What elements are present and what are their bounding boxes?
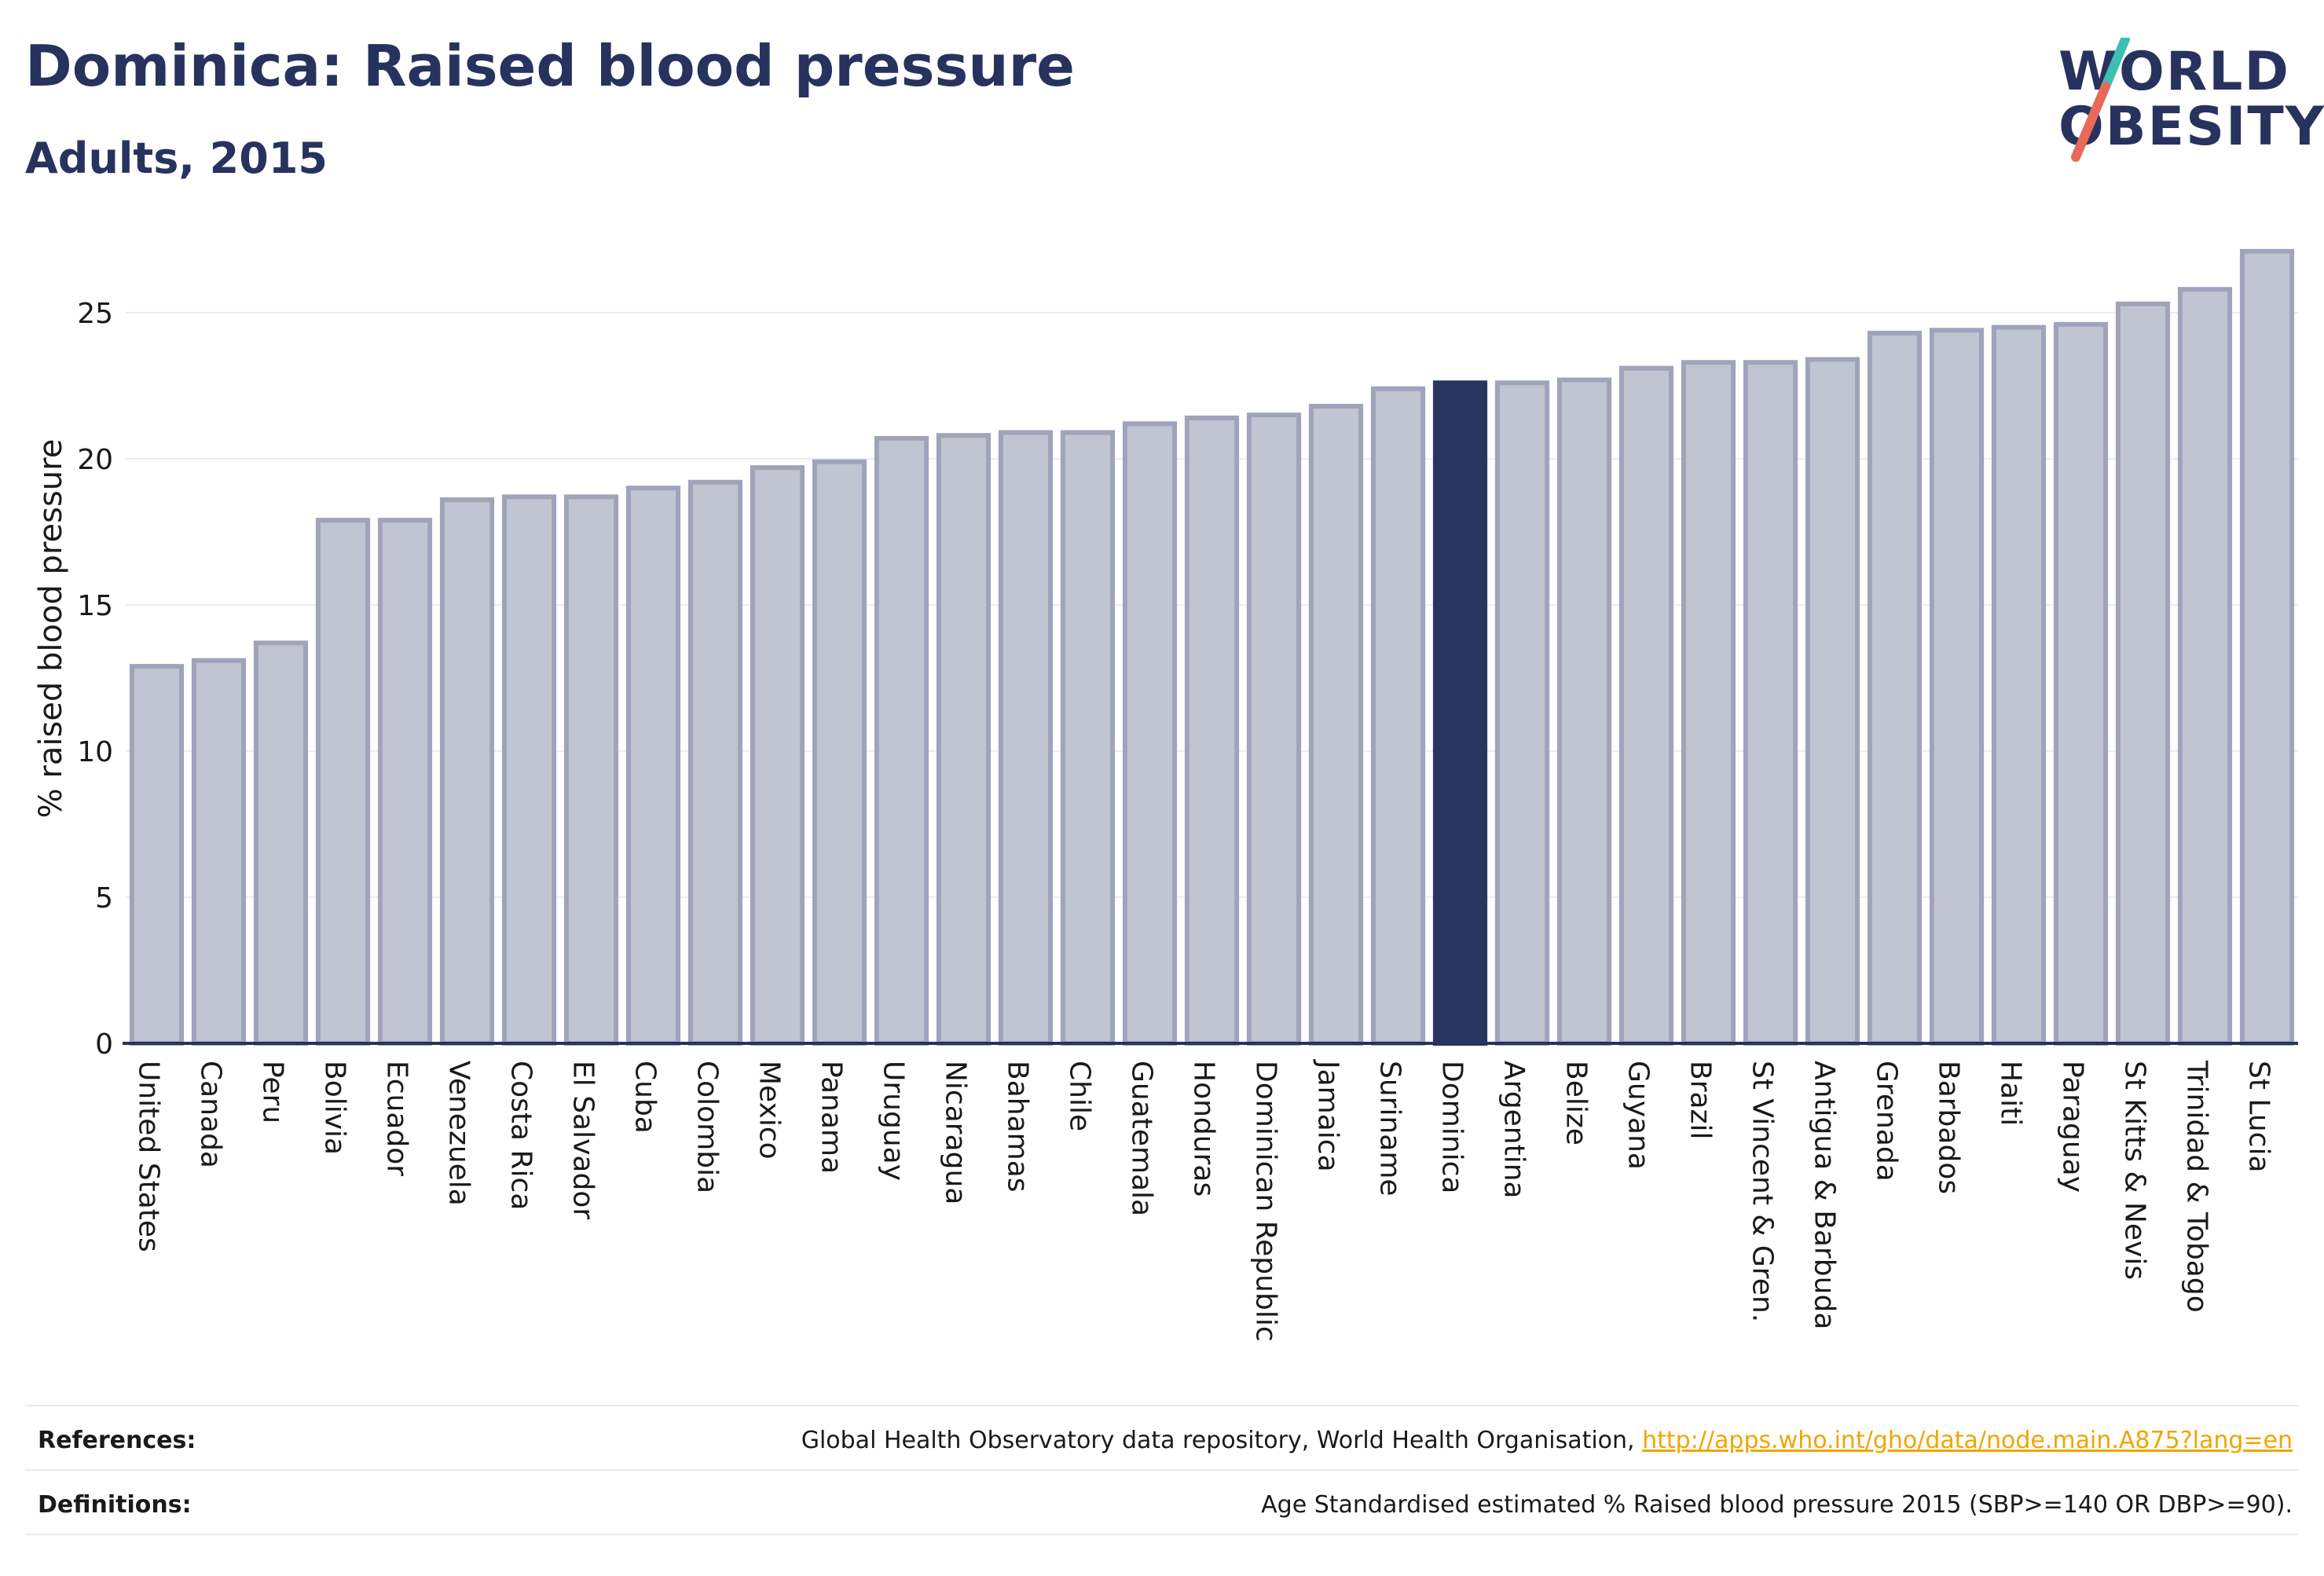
- y-axis-label: % raised blood pressure: [33, 439, 69, 819]
- x-tick-label: Argentina: [1498, 1061, 1530, 1199]
- references-label: References:: [38, 1427, 196, 1454]
- bar-grenada: [1867, 331, 1923, 1046]
- x-tick-label: Bolivia: [319, 1061, 351, 1155]
- x-tick-label: Nicaragua: [940, 1061, 972, 1204]
- x-tick-label: Suriname: [1374, 1061, 1406, 1197]
- x-tick-label: Antigua & Barbuda: [1809, 1061, 1841, 1329]
- y-tick-label: 15: [77, 590, 113, 622]
- x-tick-label: St Vincent & Gren.: [1747, 1061, 1779, 1322]
- x-tick-label: Costa Rica: [505, 1061, 537, 1210]
- x-tick-label: Panama: [816, 1061, 848, 1174]
- bar-united-states: [129, 664, 185, 1046]
- x-tick-label: Dominica: [1436, 1061, 1468, 1194]
- bar-venezuela: [439, 497, 495, 1046]
- y-tick-label: 5: [95, 882, 113, 914]
- references-link[interactable]: http://apps.who.int/gho/data/node.main.A…: [1642, 1427, 2293, 1454]
- bar-brazil: [1681, 360, 1736, 1046]
- x-tick-label: Haiti: [1995, 1061, 2027, 1126]
- bar-cuba: [625, 486, 681, 1046]
- logo-slash-icon: [2071, 38, 2130, 162]
- axes: 0 5 10 15 20 25 United States Canada Peru Bolivia…: [77, 298, 2298, 1342]
- bar-uruguay: [874, 435, 929, 1046]
- bar-bahamas: [998, 430, 1054, 1046]
- x-tick-label: Trinidad & Tobago: [2181, 1060, 2213, 1313]
- bar-trinidad-tobago: [2177, 287, 2233, 1046]
- bar-argentina: [1494, 380, 1550, 1046]
- bars: [129, 248, 2295, 1046]
- y-tick-label: 0: [95, 1028, 113, 1061]
- x-tick-label: Venezuela: [443, 1061, 475, 1206]
- x-tick-label: Bahamas: [1002, 1061, 1034, 1193]
- x-tick-label: United States: [133, 1061, 165, 1252]
- x-tick-label: Dominican Republic: [1250, 1061, 1282, 1342]
- definitions-text: Age Standardised estimated % Raised bloo…: [1261, 1491, 2293, 1519]
- bar-st-lucia: [2239, 248, 2295, 1046]
- x-tick-label: St Lucia: [2243, 1061, 2275, 1173]
- x-tick-label: El Salvador: [567, 1061, 599, 1219]
- x-tick-label: Peru: [257, 1061, 289, 1123]
- bar-chart: 0 5 10 15 20 25 United States Canada Peru Bolivia…: [33, 248, 2298, 1342]
- x-tick-label: Colombia: [691, 1061, 724, 1193]
- bar-ecuador: [377, 518, 433, 1046]
- bar-chile: [1060, 430, 1116, 1046]
- x-tick-label: Guatemala: [1126, 1061, 1158, 1216]
- bar-dominica: [1432, 380, 1488, 1046]
- chart-title: Dominica: Raised blood pressure: [25, 33, 1075, 99]
- definitions-label: Definitions:: [38, 1491, 192, 1519]
- chart-subtitle: Adults, 2015: [25, 134, 328, 183]
- bar-st-vincent-gren-: [1743, 360, 1798, 1046]
- footer-divider-middle: [25, 1469, 2299, 1471]
- bar-nicaragua: [936, 433, 992, 1046]
- y-tick-label: 10: [77, 736, 113, 768]
- bar-peru: [253, 640, 309, 1046]
- logo-line-2: OBESITY: [2058, 96, 2324, 158]
- x-tick-label: Honduras: [1188, 1061, 1220, 1197]
- bar-el-salvador: [563, 494, 619, 1046]
- references-text: Global Health Observatory data repositor…: [801, 1427, 2293, 1454]
- bar-honduras: [1184, 415, 1240, 1046]
- bar-guyana: [1618, 365, 1674, 1046]
- y-tick-label: 25: [77, 298, 113, 330]
- bar-jamaica: [1308, 404, 1364, 1046]
- bar-barbados: [1929, 328, 1985, 1046]
- x-tick-label: Guyana: [1622, 1061, 1655, 1170]
- bar-bolivia: [315, 518, 371, 1046]
- x-tick-label: Canada: [195, 1061, 227, 1168]
- bar-haiti: [1991, 324, 2047, 1046]
- bar-costa-rica: [501, 494, 557, 1046]
- x-tick-label: Ecuador: [381, 1061, 413, 1176]
- footer-divider-top: [25, 1405, 2299, 1406]
- logo-line-1: WORLD: [2058, 41, 2290, 103]
- x-tick-label: Grenada: [1871, 1061, 1903, 1182]
- y-tick-label: 20: [77, 444, 113, 476]
- bar-paraguay: [2053, 321, 2109, 1046]
- bar-suriname: [1370, 386, 1426, 1046]
- x-tick-label: Mexico: [753, 1061, 786, 1160]
- bar-panama: [812, 459, 867, 1046]
- x-tick-label: Uruguay: [878, 1061, 910, 1181]
- bar-mexico: [750, 465, 805, 1046]
- bar-st-kitts-nevis: [2115, 301, 2171, 1046]
- bar-guatemala: [1122, 421, 1178, 1046]
- world-obesity-logo: WORLD OBESITY: [2043, 38, 2324, 171]
- x-tick-label: Cuba: [629, 1061, 662, 1134]
- x-tick-label: Brazil: [1684, 1061, 1717, 1139]
- x-tick-label: Jamaica: [1312, 1059, 1344, 1172]
- bar-belize: [1556, 377, 1612, 1046]
- bar-colombia: [687, 479, 743, 1046]
- bar-canada: [191, 658, 247, 1046]
- x-tick-label: St Kitts & Nevis: [2119, 1061, 2151, 1280]
- references-source: Global Health Observatory data repositor…: [801, 1427, 1635, 1454]
- x-tick-label: Chile: [1064, 1061, 1096, 1131]
- x-tick-label: Barbados: [1933, 1061, 1965, 1194]
- bar-dominican-republic: [1246, 412, 1302, 1046]
- bar-antigua-barbuda: [1805, 357, 1860, 1046]
- x-tick-label: Paraguay: [2057, 1061, 2089, 1193]
- footer-divider-bottom: [25, 1534, 2299, 1535]
- x-tick-label: Belize: [1560, 1061, 1593, 1145]
